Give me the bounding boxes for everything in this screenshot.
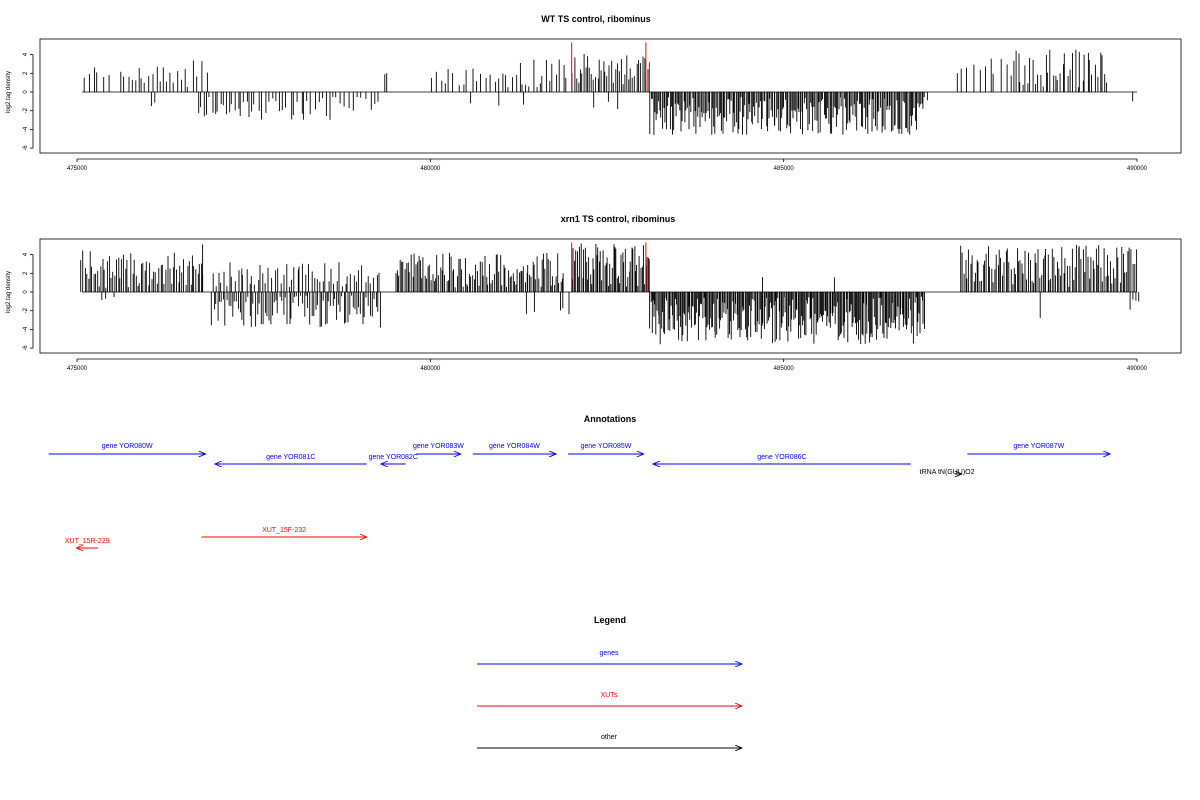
- y-tick-label: -2: [23, 107, 29, 113]
- annotation-label: gene YOR081C: [266, 454, 315, 461]
- annotation-label: tRNA tN(GUU)O2: [920, 469, 975, 476]
- annotation-label: gene YOR085W: [581, 443, 632, 450]
- y-tick-label: 0: [23, 290, 29, 294]
- xrn1-plot-frame: [39, 238, 1182, 354]
- wt-panel-title: WT TS control, ribominus: [541, 14, 651, 24]
- x-tick-label: 485000: [774, 366, 795, 372]
- wt-highlights: [571, 42, 650, 92]
- xrn1-panel-title: xrn1 TS control, ribominus: [561, 214, 676, 224]
- x-tick-label: 480000: [420, 166, 441, 172]
- wt-panel: WT TS control, ribominus log2 tag densit…: [6, 14, 1182, 172]
- x-tick-label: 490000: [1127, 166, 1148, 172]
- annotation-items: gene YOR080W gene YOR081C gene YOR082C gene…: [48, 443, 1110, 548]
- x-tick-label: 490000: [1127, 366, 1148, 372]
- x-tick-label: 475000: [67, 366, 88, 372]
- annotation-label: XUT_15F-232: [262, 527, 306, 534]
- annotation-label: gene YOR082C: [369, 454, 418, 461]
- y-tick-label: -6: [23, 145, 29, 151]
- legend-items: genes XUTs other: [477, 650, 742, 748]
- y-tick-label: -6: [23, 345, 29, 351]
- y-tick-label: 0: [23, 90, 29, 94]
- x-tick-label: 480000: [420, 366, 441, 372]
- legend: Legend genes XUTs other: [477, 615, 742, 748]
- y-tick-label: -2: [23, 307, 29, 313]
- wt-plot-frame: [39, 38, 1182, 154]
- x-tick-label: 485000: [774, 166, 795, 172]
- annotation-label: XUT_15R-229: [65, 538, 110, 545]
- xrn1-highlights: [571, 242, 650, 292]
- annotation-label: gene YOR083W: [413, 443, 464, 450]
- y-tick-label: -4: [23, 326, 29, 332]
- y-tick-label: -4: [23, 126, 29, 132]
- y-tick-label: 4: [23, 252, 29, 256]
- legend-label: other: [601, 734, 618, 741]
- y-tick-label: 4: [23, 52, 29, 56]
- annotation-label: gene YOR080W: [102, 443, 153, 450]
- wt-bars: [83, 49, 1134, 135]
- x-tick-label: 475000: [67, 166, 88, 172]
- xrn1-y-axis-label: log2 tag density: [6, 271, 12, 313]
- y-tick-label: 2: [23, 271, 29, 275]
- annotations-title: Annotations: [584, 414, 637, 424]
- wt-y-axis: -6 -4 -2 0 2 4: [23, 52, 34, 151]
- legend-label: genes: [599, 650, 619, 657]
- legend-label: XUTs: [601, 692, 618, 699]
- xrn1-y-axis: -6 -4 -2 0 2 4: [23, 252, 34, 351]
- xrn1-bars: [80, 243, 1140, 345]
- xrn1-panel: xrn1 TS control, ribominus log2 tag dens…: [6, 214, 1182, 372]
- annotation-label: gene YOR084W: [489, 443, 540, 450]
- wt-y-axis-label: log2 tag density: [6, 71, 12, 113]
- annotation-label: gene YOR087W: [1013, 443, 1064, 450]
- wt-x-axis: 475000 480000 485000 490000: [67, 158, 1148, 172]
- legend-title: Legend: [594, 615, 626, 625]
- y-tick-label: 2: [23, 71, 29, 75]
- annotation-label: gene YOR086C: [757, 454, 806, 461]
- xrn1-x-axis: 475000 480000 485000 490000: [67, 358, 1148, 372]
